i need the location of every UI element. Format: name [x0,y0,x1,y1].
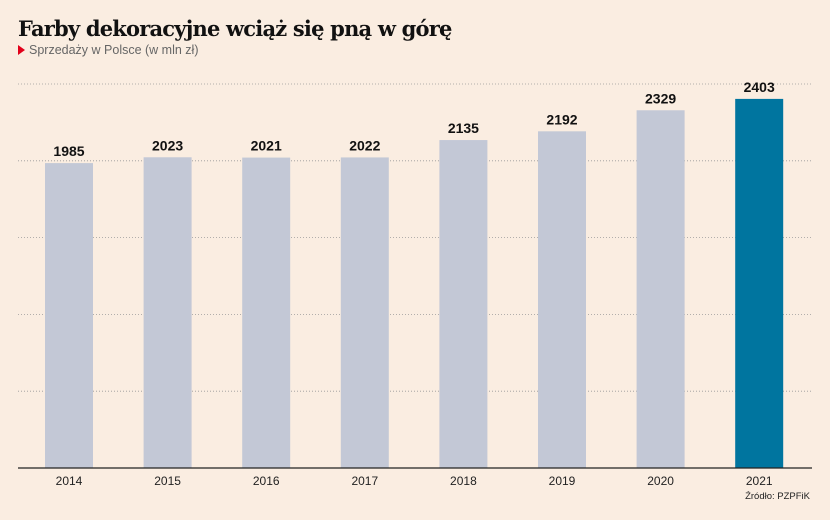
bar-2016 [242,157,291,468]
triangle-marker-icon [18,45,25,55]
source-note: Źródło: PZPFiK [745,491,810,502]
bar-2014 [45,163,93,468]
bar-2018 [439,140,488,468]
data-label-2015: 2023 [152,137,183,153]
chart-subtitle: Sprzedaży w Polsce (w mln zł) [18,43,199,57]
x-tick-label-2020: 2020 [647,474,674,488]
data-label-2016: 2021 [251,138,282,154]
x-tick-label-2019: 2019 [549,474,576,488]
x-tick-label-2015: 2015 [154,474,181,488]
bar-2017 [340,157,389,468]
data-label-2018: 2135 [448,120,479,136]
chart-title: Farby dekoracyjne wciąż się pną w górę [18,16,452,41]
subtitle-text: Sprzedaży w Polsce (w mln zł) [29,43,199,57]
x-tick-label-2017: 2017 [351,474,378,488]
data-label-2020: 2329 [645,90,676,106]
bar-2020 [636,110,685,469]
data-label-2019: 2192 [546,111,577,127]
x-tick-label-2016: 2016 [253,474,280,488]
bar-2019 [538,131,586,468]
bar-2015 [143,157,192,468]
bar-2021 [735,98,784,468]
x-tick-label-2014: 2014 [56,474,83,488]
x-tick-label-2018: 2018 [450,474,477,488]
data-label-2017: 2022 [349,137,380,153]
x-tick-label-2021: 2021 [746,474,773,488]
data-label-2014: 1985 [53,143,84,159]
data-label-2021: 2403 [744,79,775,95]
